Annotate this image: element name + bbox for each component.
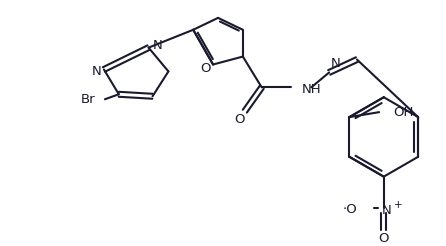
Text: O: O bbox=[235, 113, 245, 125]
Text: +: + bbox=[394, 200, 402, 210]
Text: N: N bbox=[331, 58, 341, 70]
Text: O: O bbox=[379, 232, 389, 245]
Text: ⋅O: ⋅O bbox=[342, 203, 357, 216]
Text: N: N bbox=[153, 39, 162, 52]
Text: N: N bbox=[92, 65, 102, 78]
Text: Br: Br bbox=[80, 93, 95, 106]
Text: OH: OH bbox=[393, 106, 413, 119]
Text: NH: NH bbox=[301, 83, 321, 96]
Text: O: O bbox=[200, 62, 211, 75]
Text: N: N bbox=[382, 204, 392, 217]
